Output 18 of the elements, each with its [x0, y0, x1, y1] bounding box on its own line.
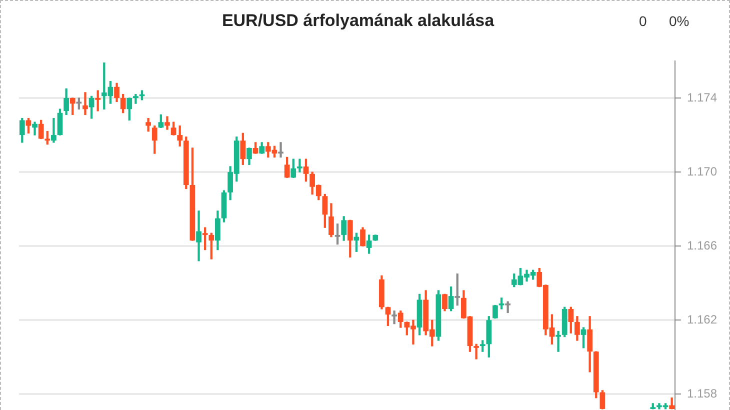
y-tick-label: 1.162	[686, 312, 718, 326]
y-tick-label: 1.170	[686, 164, 718, 178]
y-tick-label: 1.174	[686, 90, 718, 104]
y-tick-label: 1.158	[686, 386, 718, 400]
candlestick	[51, 118, 56, 143]
text: 0	[639, 13, 647, 29]
candlestick	[474, 344, 479, 360]
candlestick	[278, 142, 284, 158]
y-tick-label: 1.166	[686, 238, 718, 252]
candlestick	[82, 92, 88, 116]
candlestick	[196, 210, 202, 262]
candlestick	[133, 94, 138, 104]
candlestick	[392, 310, 397, 324]
candlestick	[505, 301, 511, 314]
candlestick	[556, 330, 561, 352]
text: 0%	[669, 13, 690, 29]
candlestick	[297, 158, 302, 172]
chart-title: EUR/USD árfolyamának alakulása	[222, 11, 494, 30]
